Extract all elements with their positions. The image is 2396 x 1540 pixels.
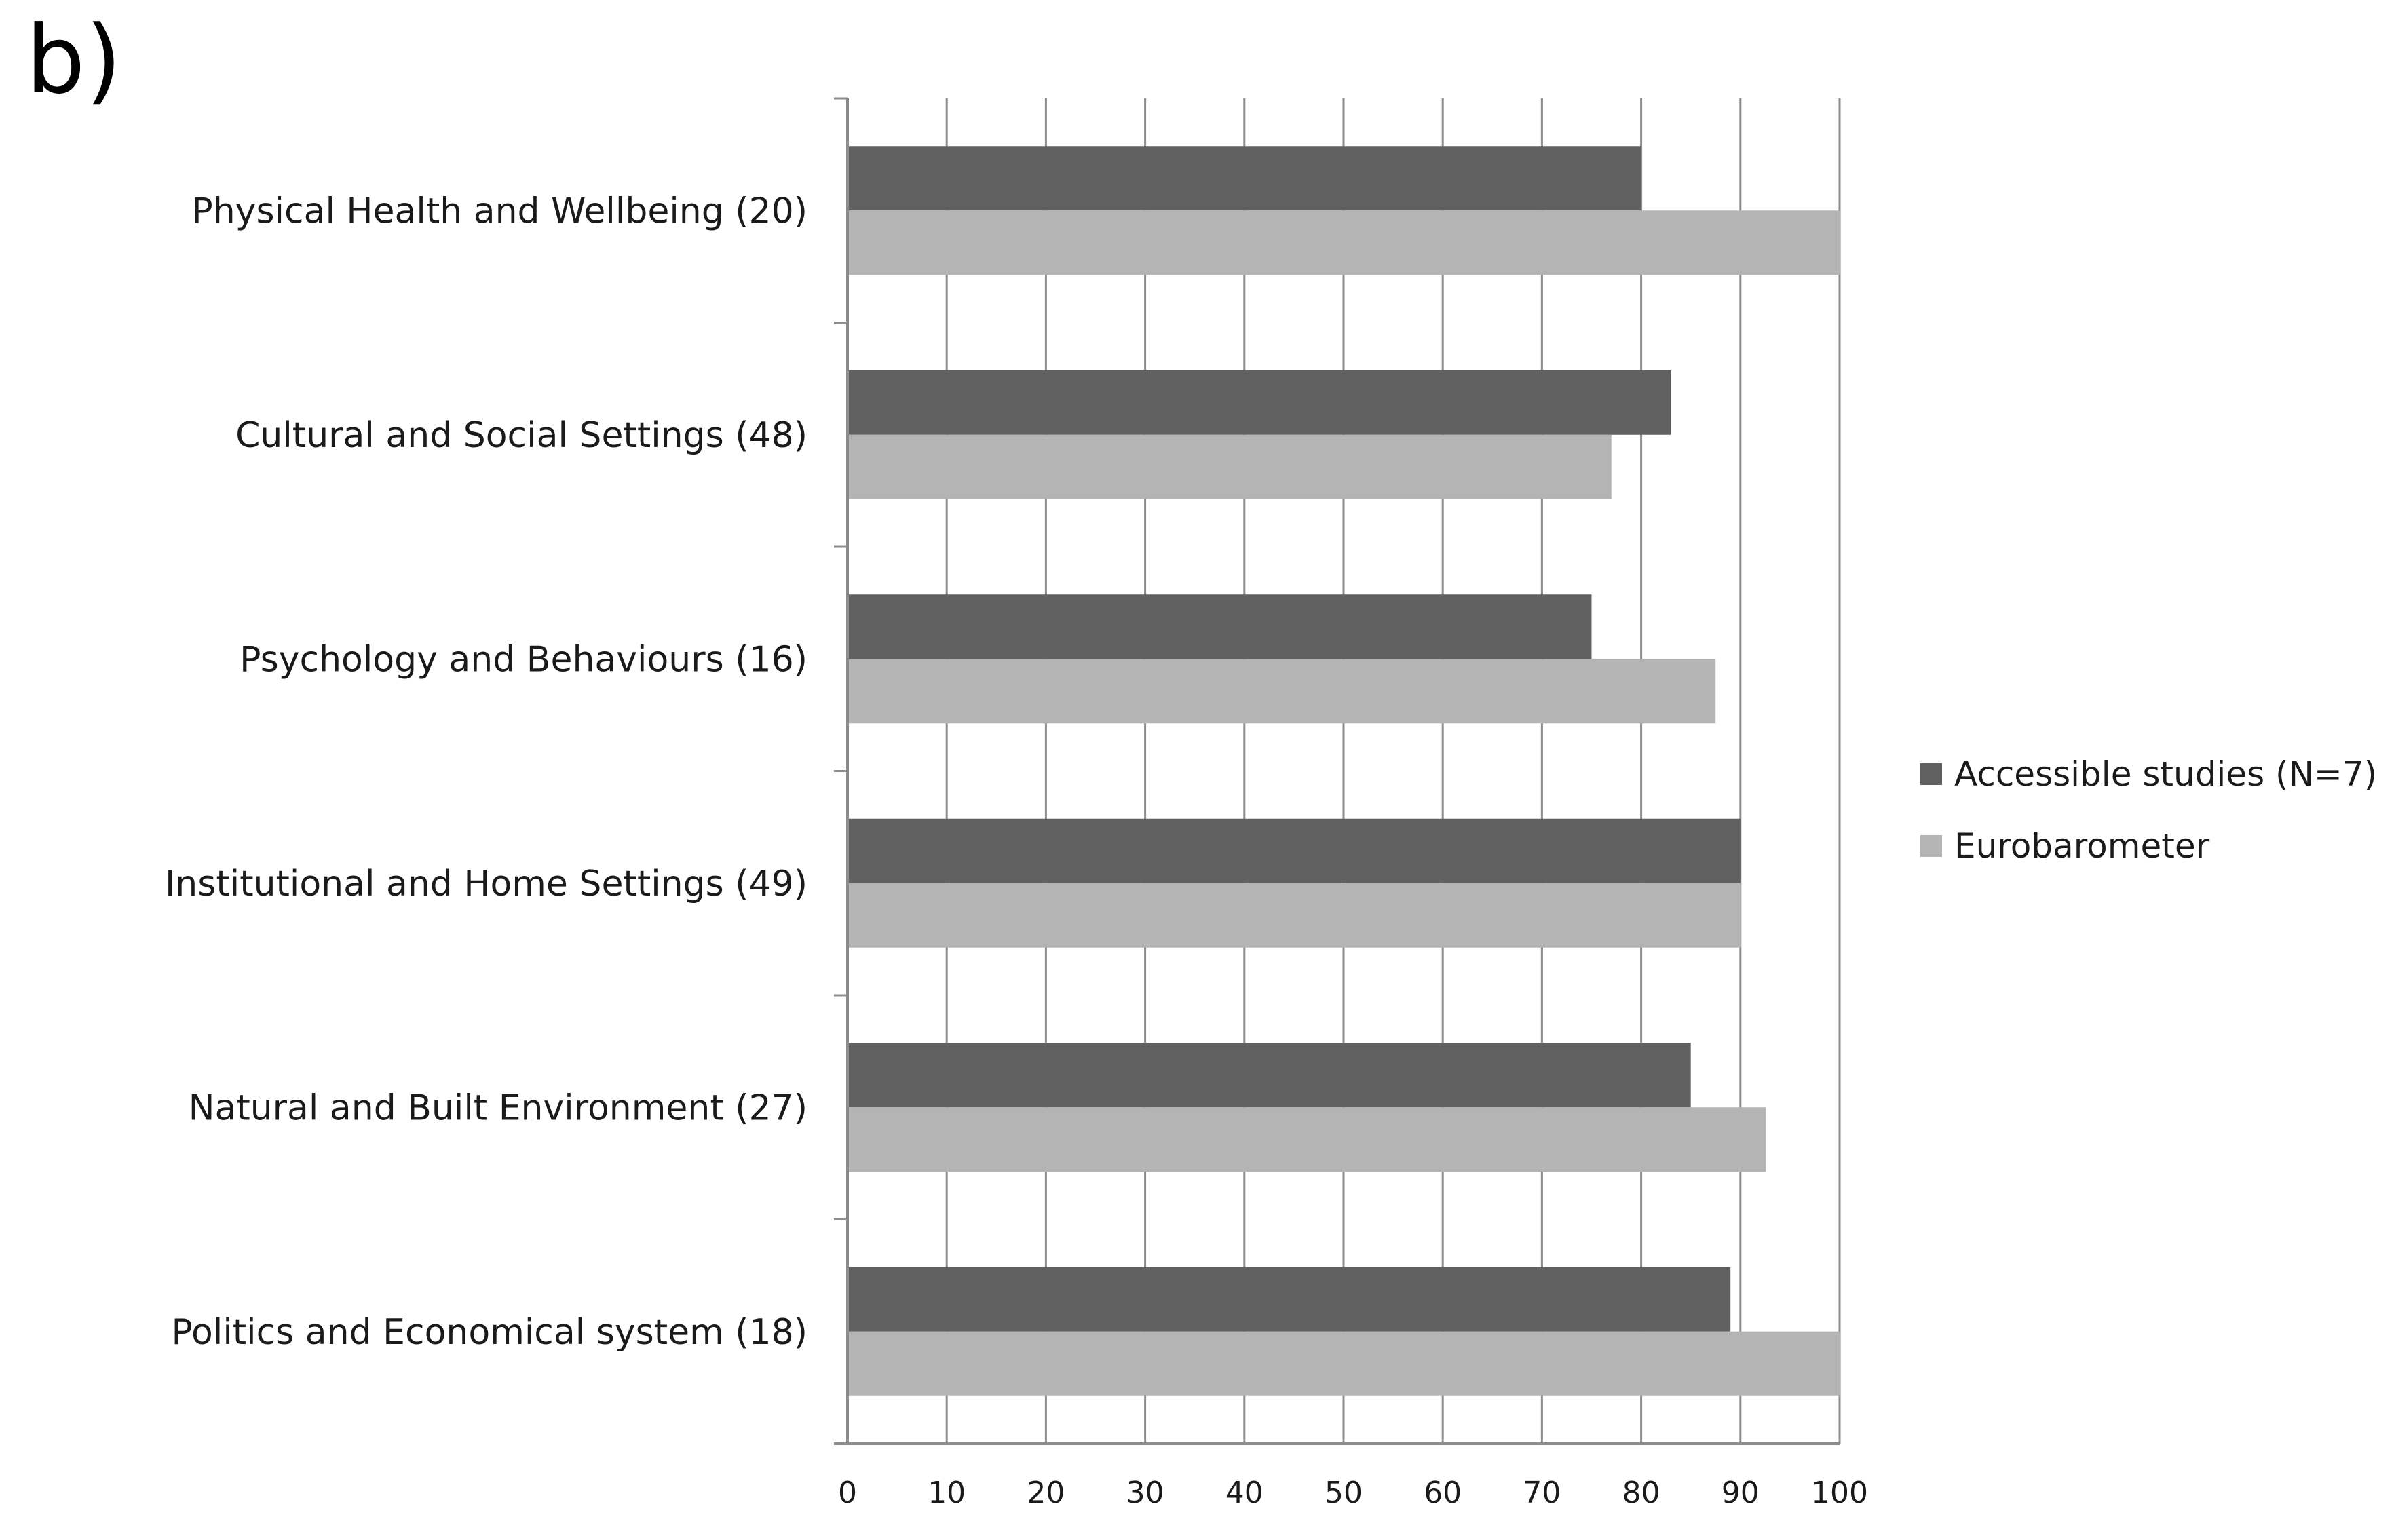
axis-layer (834, 97, 1840, 1445)
x-tick-label: 80 (1622, 1476, 1660, 1510)
label-layer: 0 10 20 30 40 50 60 70 80 90 100 Physical Health an… (165, 191, 1868, 1510)
bar-series-0 (848, 370, 1671, 435)
legend-item-series-1: Eurobarometer (1920, 810, 2377, 882)
x-tick-label: 60 (1424, 1476, 1462, 1510)
x-tick-label: 30 (1126, 1476, 1164, 1510)
grid-layer (945, 98, 1841, 1444)
category-label: Cultural and Social Settings (48) (235, 415, 807, 456)
x-tick-label: 100 (1811, 1476, 1868, 1510)
bar-series-1 (848, 1331, 1840, 1396)
bar-series-1 (848, 1107, 1766, 1172)
bar-series-1 (848, 659, 1716, 724)
legend-item-series-0: Accessible studies (N=7) (1920, 738, 2377, 810)
bar-series-0 (848, 1267, 1731, 1332)
bar-series-0 (848, 594, 1592, 659)
legend-label-series-0: Accessible studies (N=7) (1954, 754, 2378, 794)
category-label: Physical Health and Wellbeing (20) (191, 191, 807, 231)
category-label: Natural and Built Environment (27) (189, 1087, 807, 1128)
x-tick-label: 10 (928, 1476, 966, 1510)
x-tick-label: 20 (1027, 1476, 1065, 1510)
bar-series-1 (848, 883, 1741, 948)
x-tick-label: 50 (1325, 1476, 1363, 1510)
bar-series-0 (848, 1043, 1691, 1108)
legend: Accessible studies (N=7) Eurobarometer (1920, 738, 2377, 882)
bar-series-0 (848, 146, 1641, 211)
x-tick-label: 70 (1523, 1476, 1561, 1510)
x-tick-label: 0 (838, 1476, 857, 1510)
bar-series-1 (848, 434, 1612, 499)
bar-series-1 (848, 210, 1840, 275)
category-label: Institutional and Home Settings (49) (165, 864, 807, 904)
bar-series-0 (848, 818, 1741, 883)
legend-label-series-1: Eurobarometer (1954, 826, 2210, 866)
bar-layer (848, 146, 1840, 1396)
category-label: Psychology and Behaviours (16) (240, 639, 807, 680)
category-label: Politics and Economical system (18) (172, 1312, 807, 1353)
legend-swatch-series-1 (1920, 835, 1942, 857)
x-tick-label: 40 (1225, 1476, 1263, 1510)
x-tick-label: 90 (1722, 1476, 1760, 1510)
legend-swatch-series-0 (1920, 763, 1942, 785)
panel-label: b) (26, 5, 122, 115)
